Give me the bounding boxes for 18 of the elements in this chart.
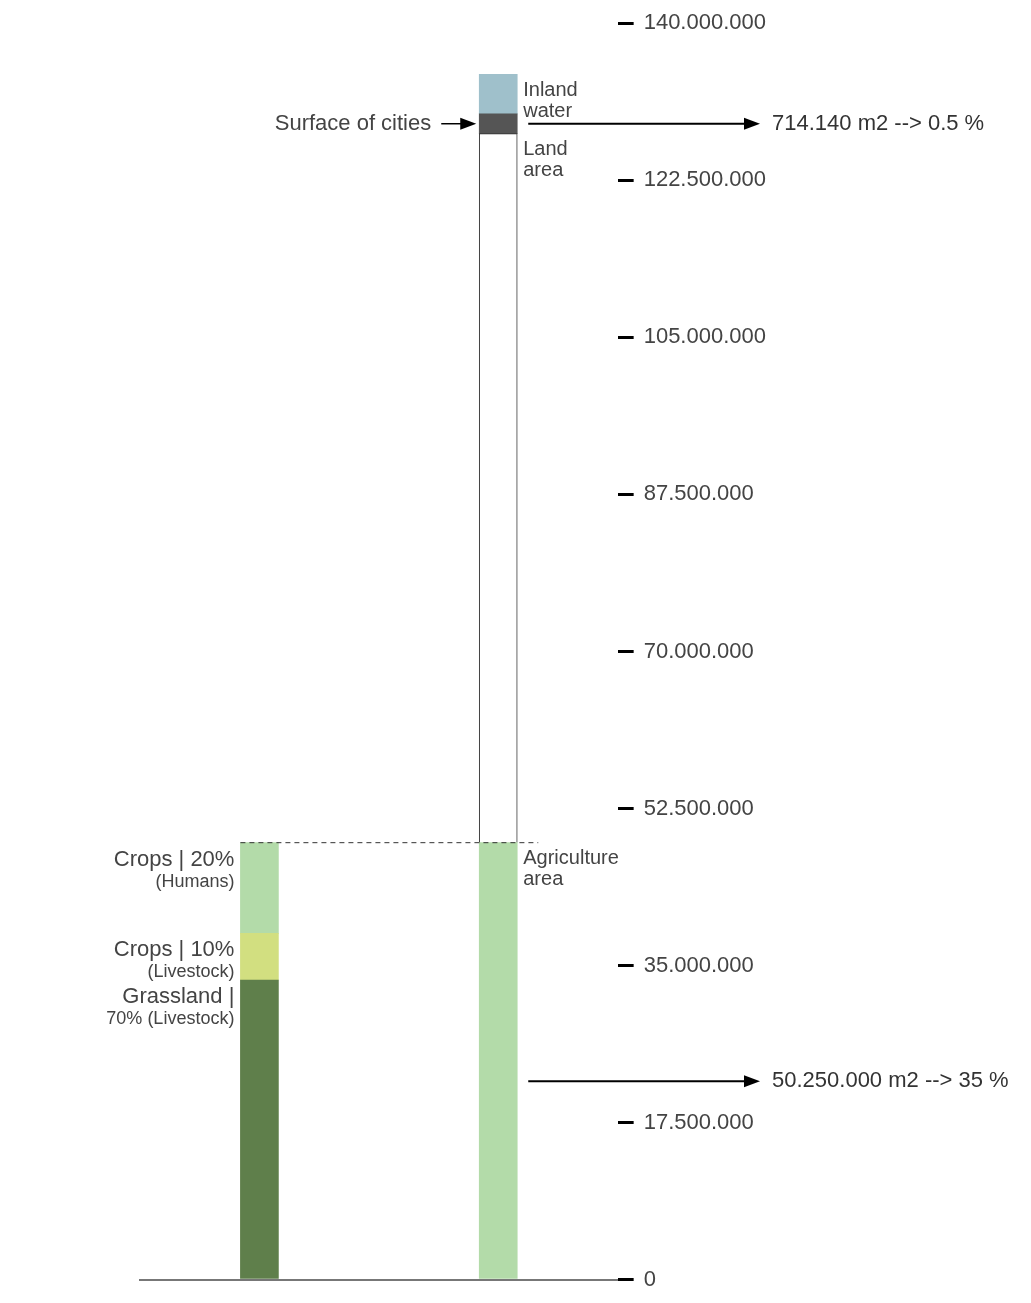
text: Surface of cities <box>274 109 432 135</box>
y-tick-label: 35.000.000 <box>643 951 754 977</box>
series-label: Grassland | 70% (Livestock) <box>106 983 235 1028</box>
y-tick-label: 140.000.000 <box>643 9 766 35</box>
series-label: Crops | 10% (Livestock) <box>113 936 235 982</box>
y-tick-label: 52.500.000 <box>643 794 754 820</box>
y-tick-label: 0 <box>643 1265 656 1291</box>
y-tick-label: 70.000.000 <box>643 637 754 663</box>
series-label: Land area <box>523 137 568 181</box>
series-label: Crops | 20% (Humans) <box>113 845 235 891</box>
series-label: Inland water <box>522 77 578 121</box>
series-label: Agriculture area <box>523 846 619 890</box>
y-tick-label: 17.500.000 <box>643 1108 754 1134</box>
text: 50.250.000 m2 --> 35 % <box>772 1067 1009 1093</box>
y-tick-label: 87.500.000 <box>643 480 754 506</box>
text: 714.140 m2 --> 0.5 % <box>772 109 985 135</box>
y-tick-label: 105.000.000 <box>643 323 766 349</box>
y-tick-label: 122.500.000 <box>643 166 766 192</box>
